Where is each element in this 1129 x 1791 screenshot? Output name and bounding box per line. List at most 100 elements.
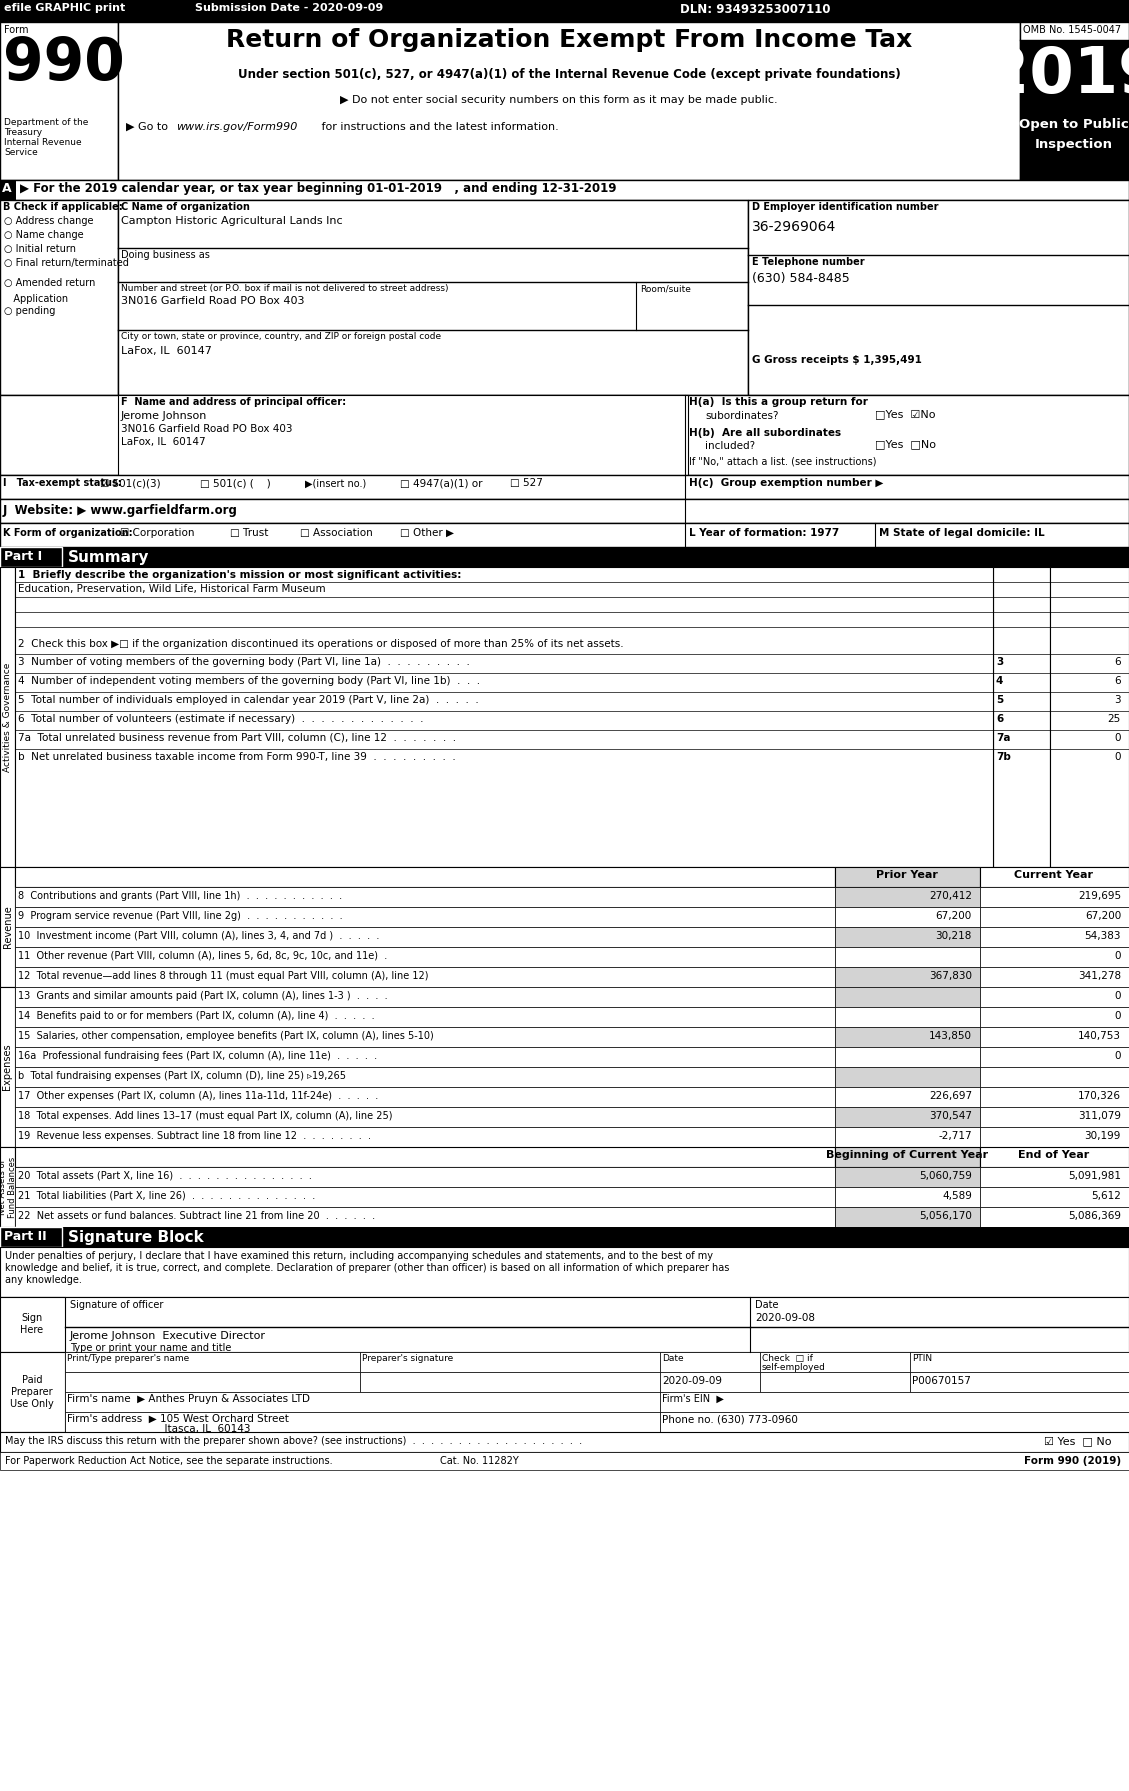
Text: Type or print your name and title: Type or print your name and title (70, 1343, 231, 1352)
Text: 0: 0 (1114, 1010, 1121, 1021)
Text: 4: 4 (996, 675, 1004, 686)
Bar (65, 1372, 360, 1392)
Bar (749, 201, 1129, 396)
Bar (835, 1146, 980, 1168)
Text: for instructions and the latest information.: for instructions and the latest informat… (318, 122, 559, 133)
Text: 5,086,369: 5,086,369 (1068, 1211, 1121, 1221)
Text: b  Total fundraising expenses (Part IX, column (D), line 25) ▹19,265: b Total fundraising expenses (Part IX, c… (18, 1071, 345, 1082)
Text: Sign
Here: Sign Here (20, 1313, 44, 1334)
Text: ▶ Do not enter social security numbers on this form as it may be made public.: ▶ Do not enter social security numbers o… (340, 95, 778, 106)
Text: Room/suite: Room/suite (640, 285, 691, 294)
Bar (835, 1026, 980, 1048)
Text: 226,697: 226,697 (929, 1091, 972, 1101)
Bar (980, 967, 1129, 987)
Text: b  Net unrelated business taxable income from Form 990-T, line 39  .  .  .  .  .: b Net unrelated business taxable income … (18, 752, 456, 761)
Text: Check  □ if: Check □ if (762, 1354, 813, 1363)
Bar (980, 906, 1129, 928)
Text: □Yes  ☑No: □Yes ☑No (875, 408, 936, 419)
Text: Treasury: Treasury (5, 127, 42, 136)
Bar (980, 1168, 1129, 1187)
Bar (15, 1007, 835, 1026)
Text: Education, Preservation, Wild Life, Historical Farm Museum: Education, Preservation, Wild Life, Hist… (18, 584, 325, 595)
Text: K Form of organization:: K Form of organization: (3, 528, 132, 537)
Text: 7b: 7b (996, 752, 1010, 761)
Bar (835, 1087, 980, 1107)
Text: -2,717: -2,717 (938, 1130, 972, 1141)
Text: 0: 0 (1114, 1051, 1121, 1060)
Bar (119, 201, 749, 396)
Text: ▶ For the 2019 calendar year, or tax year beginning 01-01-2019   , and ending 12: ▶ For the 2019 calendar year, or tax yea… (20, 183, 616, 195)
Bar (15, 1107, 835, 1127)
Bar (0, 1146, 15, 1227)
Text: Doing business as: Doing business as (121, 251, 210, 260)
Bar (0, 568, 15, 867)
Text: Submission Date - 2020-09-09: Submission Date - 2020-09-09 (195, 4, 383, 13)
Text: 3N016 Garfield Road PO Box 403: 3N016 Garfield Road PO Box 403 (121, 424, 292, 433)
Text: 0: 0 (1114, 733, 1121, 743)
Bar (15, 906, 835, 928)
Text: 4  Number of independent voting members of the governing body (Part VI, line 1b): 4 Number of independent voting members o… (18, 675, 480, 686)
Text: City or town, state or province, country, and ZIP or foreign postal code: City or town, state or province, country… (121, 331, 441, 340)
Text: 367,830: 367,830 (929, 971, 972, 981)
Text: F  Name and address of principal officer:: F Name and address of principal officer: (121, 398, 347, 407)
Bar (0, 396, 1129, 475)
Bar (0, 1247, 1129, 1297)
Bar (0, 987, 15, 1146)
Bar (0, 181, 1129, 201)
Bar (980, 1026, 1129, 1048)
Bar (0, 1297, 65, 1352)
Text: ▶(insert no.): ▶(insert no.) (305, 478, 366, 487)
Text: 16a  Professional fundraising fees (Part IX, column (A), line 11e)  .  .  .  .  : 16a Professional fundraising fees (Part … (18, 1051, 377, 1060)
Bar (119, 21, 1019, 181)
Text: 2  Check this box ▶□ if the organization discontinued its operations or disposed: 2 Check this box ▶□ if the organization … (18, 639, 623, 648)
Text: 8  Contributions and grants (Part VIII, line 1h)  .  .  .  .  .  .  .  .  .  .  : 8 Contributions and grants (Part VIII, l… (18, 890, 342, 901)
Text: knowledge and belief, it is true, correct, and complete. Declaration of preparer: knowledge and belief, it is true, correc… (5, 1263, 729, 1273)
Text: 3: 3 (996, 657, 1004, 666)
Bar (1050, 568, 1129, 867)
Text: Open to Public: Open to Public (1019, 118, 1129, 131)
Bar (15, 1087, 835, 1107)
Text: 3: 3 (1114, 695, 1121, 706)
Text: For Paperwork Reduction Act Notice, see the separate instructions.: For Paperwork Reduction Act Notice, see … (5, 1456, 333, 1467)
Text: 10  Investment income (Part VIII, column (A), lines 3, 4, and 7d )  .  .  .  .  : 10 Investment income (Part VIII, column … (18, 931, 379, 940)
Text: Signature Block: Signature Block (68, 1230, 203, 1245)
Text: Phone no. (630) 773-0960: Phone no. (630) 773-0960 (662, 1415, 798, 1424)
Bar (980, 867, 1129, 887)
Bar (835, 947, 980, 967)
Text: LaFox, IL  60147: LaFox, IL 60147 (121, 346, 212, 356)
Text: ○ Final return/terminated: ○ Final return/terminated (5, 258, 129, 269)
Bar (15, 1146, 835, 1168)
Text: 67,200: 67,200 (936, 912, 972, 921)
Bar (15, 947, 835, 967)
Text: ○ Amended return: ○ Amended return (5, 278, 95, 288)
Bar (0, 1227, 62, 1247)
Bar (910, 1352, 1129, 1372)
Bar (835, 1207, 980, 1227)
Bar (0, 546, 62, 568)
Text: J  Website: ▶ www.garfieldfarm.org: J Website: ▶ www.garfieldfarm.org (3, 503, 238, 518)
Text: P00670157: P00670157 (912, 1375, 971, 1386)
Text: 19  Revenue less expenses. Subtract line 18 from line 12  .  .  .  .  .  .  .  .: 19 Revenue less expenses. Subtract line … (18, 1130, 371, 1141)
Bar (835, 1127, 980, 1146)
Bar (660, 1372, 760, 1392)
Text: any knowledge.: any knowledge. (5, 1275, 82, 1284)
Text: 170,326: 170,326 (1078, 1091, 1121, 1101)
Text: End of Year: End of Year (1018, 1150, 1089, 1161)
Bar (119, 396, 688, 475)
Text: efile GRAPHIC print: efile GRAPHIC print (5, 4, 125, 13)
Bar (0, 0, 1129, 21)
Text: □Yes  □No: □Yes □No (875, 439, 936, 450)
Text: Preparer's signature: Preparer's signature (362, 1354, 453, 1363)
Text: 0: 0 (1114, 752, 1121, 761)
Bar (0, 475, 1129, 500)
Bar (980, 1107, 1129, 1127)
Text: 11  Other revenue (Part VIII, column (A), lines 5, 6d, 8c, 9c, 10c, and 11e)  .: 11 Other revenue (Part VIII, column (A),… (18, 951, 387, 962)
Bar (65, 1411, 660, 1433)
Text: C Name of organization: C Name of organization (121, 202, 250, 211)
Bar (15, 1187, 835, 1207)
Text: 270,412: 270,412 (929, 890, 972, 901)
Text: Form: Form (5, 25, 28, 36)
Text: Beginning of Current Year: Beginning of Current Year (826, 1150, 988, 1161)
Bar (15, 1026, 835, 1048)
Text: G Gross receipts $ 1,395,491: G Gross receipts $ 1,395,491 (752, 355, 922, 365)
